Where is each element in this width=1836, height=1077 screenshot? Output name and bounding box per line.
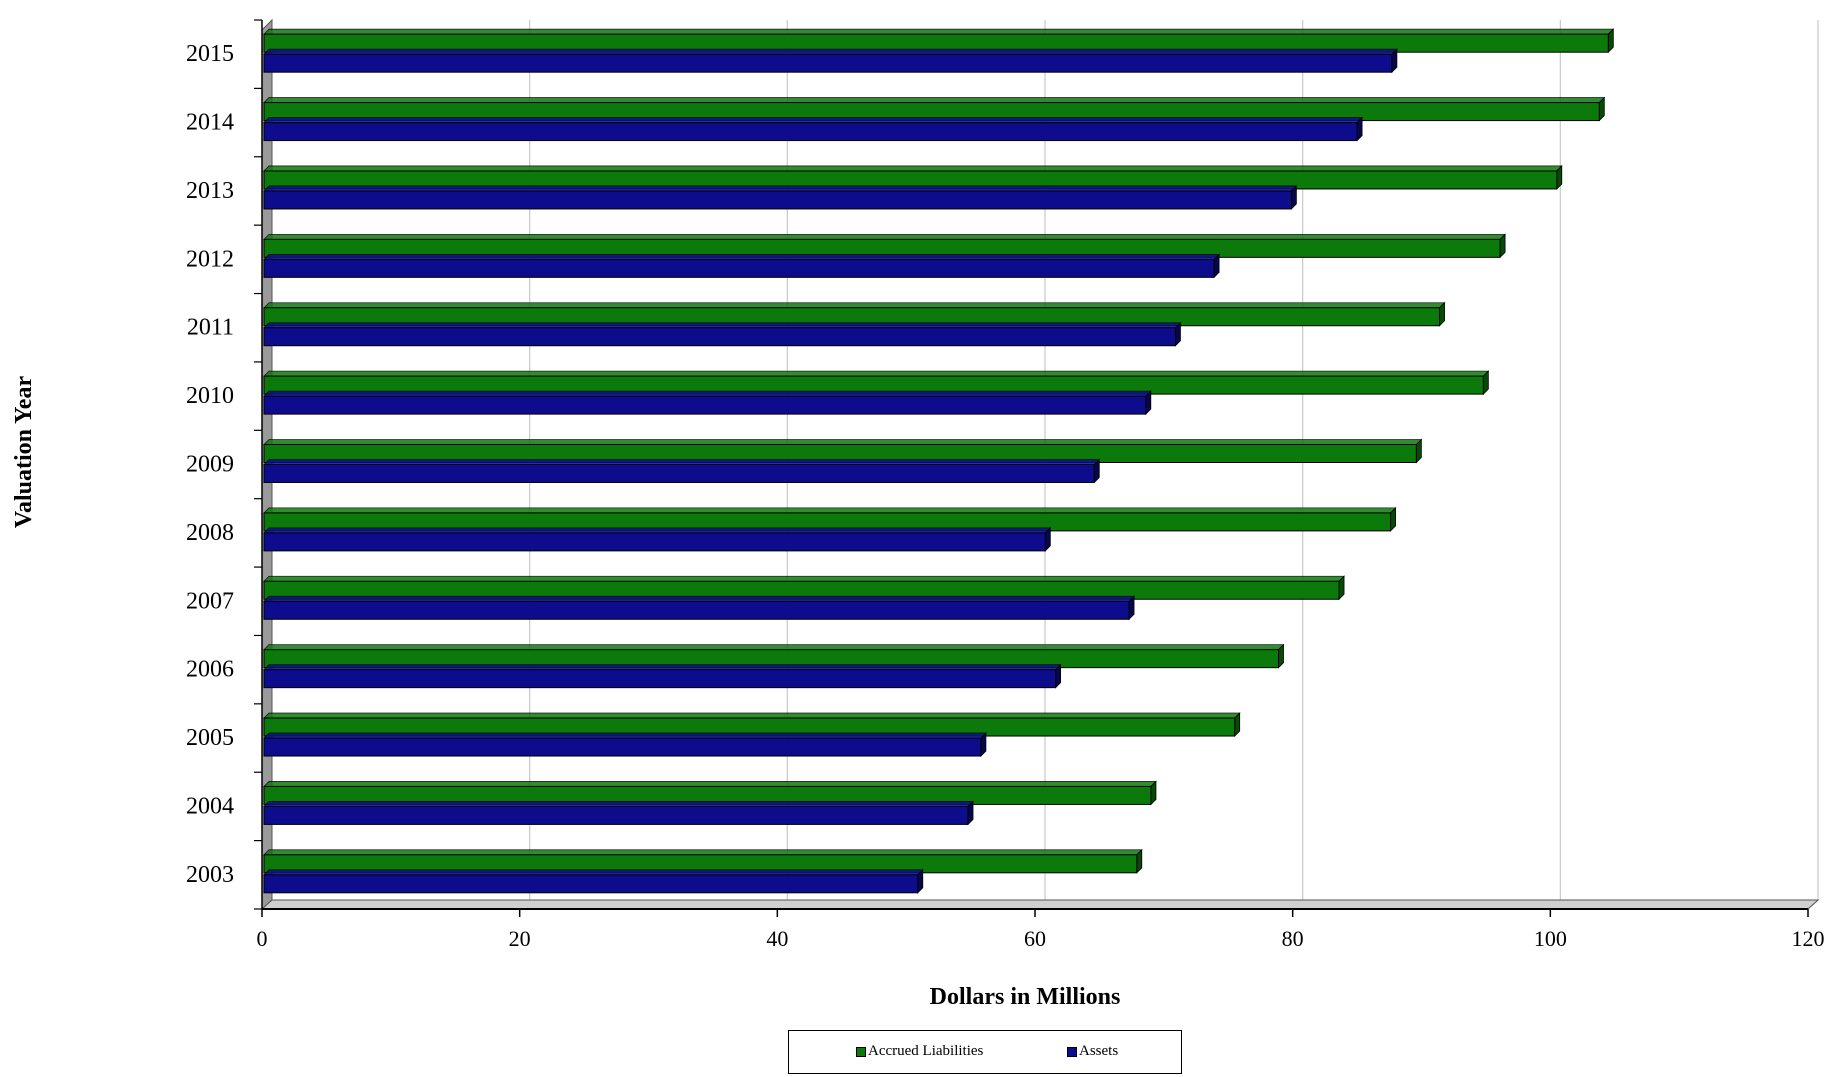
bar-accrued-liabilities-top <box>263 644 1285 651</box>
legend-item-assets: Assets <box>1067 1043 1118 1060</box>
bar-accrued-liabilities-top <box>263 302 1446 309</box>
x-tick-label: 80 <box>1282 926 1304 951</box>
bar-assets <box>263 669 1057 689</box>
x-tick-label: 0 <box>257 926 268 951</box>
y-tick-label: 2006 <box>186 657 234 683</box>
legend-swatch-accrued-liabilities <box>856 1046 866 1057</box>
bar-assets <box>263 737 982 757</box>
legend-label-accrued-liabilities: Accrued Liabilities <box>868 1043 984 1059</box>
y-tick-label: 2014 <box>186 110 234 136</box>
bar-assets-top <box>263 801 974 807</box>
bars <box>263 28 1615 894</box>
y-tick-label: 2015 <box>186 41 234 67</box>
x-tick-label: 40 <box>766 926 788 951</box>
bar-assets <box>263 53 1393 73</box>
bar-assets <box>263 532 1046 552</box>
bar-assets <box>263 464 1095 483</box>
bar-assets <box>263 190 1292 210</box>
y-tick-label: 2011 <box>187 315 234 341</box>
bar-assets-top <box>263 459 1101 465</box>
bar-assets-top <box>263 664 1062 671</box>
bar-accrued-liabilities-top <box>263 370 1490 377</box>
y-tick-label: 2005 <box>186 725 234 751</box>
legend-item-accrued-liabilities: Accrued Liabilities <box>856 1043 983 1060</box>
legend: Accrued Liabilities Assets <box>788 1030 1182 1074</box>
bar-accrued-liabilities-top <box>263 575 1346 582</box>
bar-assets-top <box>263 595 1136 602</box>
y-tick-label: 2003 <box>186 862 234 888</box>
bar-accrued-liabilities-top <box>263 849 1143 856</box>
bar-assets-top <box>263 527 1052 534</box>
y-tick-label: 2004 <box>186 793 234 819</box>
bar-assets <box>263 258 1215 278</box>
legend-swatch-assets <box>1067 1046 1077 1057</box>
bar-accrued-liabilities-top <box>263 781 1157 787</box>
bar-assets-top <box>263 253 1221 260</box>
x-tick-label: 60 <box>1024 926 1046 951</box>
y-tick-label: 2013 <box>186 178 234 204</box>
y-tick-label: 2008 <box>186 520 234 546</box>
bar-assets-top <box>263 185 1298 192</box>
bar-assets <box>263 600 1130 620</box>
bar-assets <box>263 805 969 825</box>
floor <box>260 899 1820 910</box>
bar-accrued-liabilities-top <box>263 712 1241 719</box>
y-tick-label: 2009 <box>186 452 234 478</box>
bar-accrued-liabilities-top <box>263 28 1615 35</box>
bar-accrued-liabilities-top <box>263 97 1606 103</box>
legend-label-assets: Assets <box>1079 1043 1119 1059</box>
x-tick-label: 20 <box>509 926 531 951</box>
tick-labels: 0 20 40 60 80 100 120 2015 2014 2013 2012 2011 2010 2… <box>186 41 1825 951</box>
y-tick-label: 2012 <box>186 246 234 272</box>
bar-accrued-liabilities-top <box>263 507 1397 514</box>
bar-accrued-liabilities-top <box>263 165 1563 172</box>
x-tick-label: 100 <box>1534 926 1567 951</box>
bar-assets <box>263 874 919 894</box>
bar-assets-top <box>263 869 924 876</box>
y-tick-label: 2007 <box>186 588 234 614</box>
bar-assets-top <box>263 390 1152 397</box>
x-tick-label: 120 <box>1792 926 1825 951</box>
bar-assets <box>263 327 1176 347</box>
bar-assets <box>263 395 1147 415</box>
bar-accrued-liabilities-top <box>263 233 1507 240</box>
bar-assets-top <box>263 48 1398 55</box>
bar-accrued-liabilities-top <box>263 439 1423 445</box>
bar-assets-top <box>263 732 987 739</box>
x-axis-title: Dollars in Millions <box>930 984 1121 1010</box>
y-axis-title: Valuation Year <box>11 376 37 529</box>
bar-assets-top <box>263 117 1364 123</box>
bar-assets <box>263 122 1358 142</box>
y-tick-label: 2010 <box>186 383 234 409</box>
bar-assets-top <box>263 322 1182 329</box>
